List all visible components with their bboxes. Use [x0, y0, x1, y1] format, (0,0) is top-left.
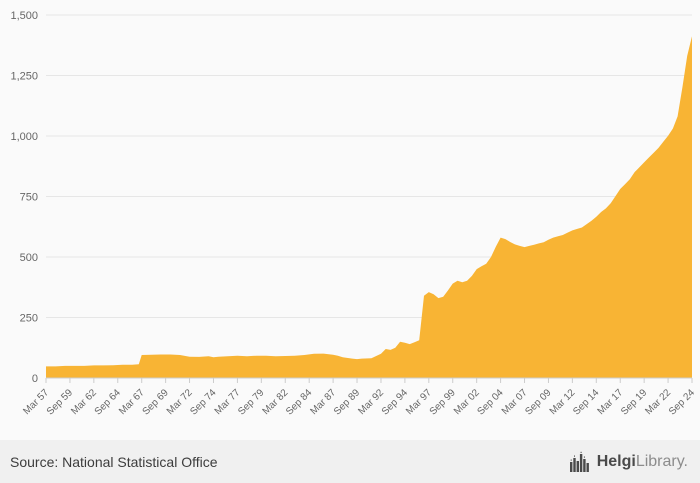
x-tick-label: Sep 94 — [380, 387, 410, 417]
logo-text-primary: Helgi — [596, 452, 636, 470]
source-label: Source: National Statistical Office — [10, 453, 218, 470]
x-tick-label: Sep 09 — [523, 387, 553, 417]
y-tick-label: 500 — [20, 252, 38, 264]
helgilibrary-logo: HelgiLibrary. — [569, 451, 688, 473]
area-chart: 0 250 500 750 1,000 1,250 1,500 Mar 57 Sep 59 Mar… — [10, 10, 698, 418]
x-tick-label: Sep 14 — [571, 387, 601, 417]
x-tick-label: Sep 04 — [476, 387, 506, 417]
y-tick-label: 1,250 — [10, 71, 38, 83]
x-tick-label: Sep 64 — [93, 387, 123, 417]
y-tick-label: 1,000 — [10, 131, 38, 143]
y-tick-label: 0 — [32, 373, 38, 385]
y-tick-label: 250 — [20, 313, 38, 325]
x-tick-label: Sep 89 — [332, 387, 362, 417]
bar-building-icon — [569, 451, 589, 472]
x-tick-label: Sep 74 — [188, 387, 218, 417]
chart-footer: Source: National Statistical Office Helg… — [0, 440, 700, 483]
x-tick-label: Sep 24 — [667, 387, 697, 417]
x-tick-label: Sep 19 — [619, 387, 649, 417]
y-tick-label: 750 — [20, 192, 38, 204]
x-tick-label: Sep 84 — [284, 387, 314, 417]
x-tick-label: Sep 79 — [236, 387, 266, 417]
x-tick-label: Sep 69 — [141, 387, 171, 417]
logo-text: HelgiLibrary. — [597, 453, 688, 471]
area-series — [46, 36, 692, 379]
logo-text-secondary: Library. — [635, 452, 688, 470]
x-tick-label: Sep 99 — [428, 387, 458, 417]
x-tick-label: Sep 59 — [45, 387, 75, 417]
y-tick-label: 1,500 — [10, 10, 38, 22]
